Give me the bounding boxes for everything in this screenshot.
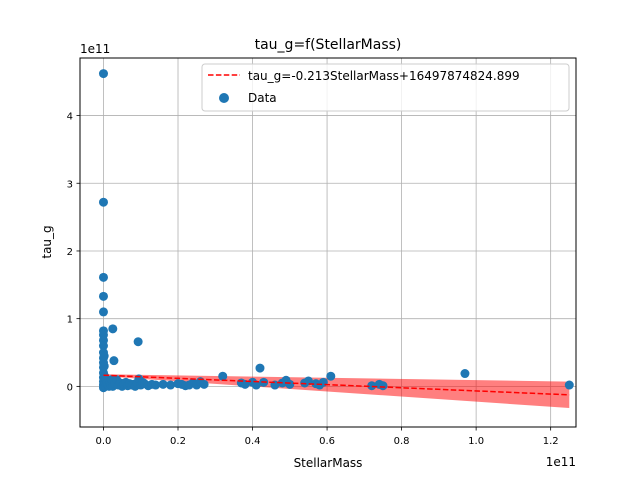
data-point — [98, 197, 108, 207]
data-points — [98, 69, 574, 393]
legend-fit-label: tau_g=-0.213StellarMass+16497874824.899 — [248, 69, 520, 83]
data-point — [255, 363, 265, 373]
data-point — [285, 379, 295, 389]
x-tick-label: 0.6 — [319, 436, 335, 447]
data-point — [133, 337, 143, 347]
data-point — [326, 371, 336, 381]
legend: tau_g=-0.213StellarMass+16497874824.899 … — [201, 63, 570, 112]
data-point — [98, 307, 108, 317]
data-point — [460, 369, 470, 379]
data-point — [166, 380, 176, 390]
data-point — [99, 351, 109, 361]
y-axis-label: tau_g — [40, 225, 54, 258]
chart-title: tau_g=f(StellarMass) — [255, 37, 402, 53]
confidence-band-area — [103, 374, 570, 409]
x-axis-label: StellarMass — [294, 456, 363, 470]
data-point — [109, 356, 119, 366]
y-tick-label: 1 — [67, 315, 73, 326]
data-point — [108, 324, 118, 334]
data-point — [218, 371, 228, 381]
x-tick-label: 1.2 — [543, 436, 559, 447]
y-tick-label: 2 — [67, 247, 73, 258]
data-point — [367, 381, 377, 391]
data-point — [98, 341, 108, 351]
confidence-band — [103, 374, 570, 409]
data-point — [318, 377, 328, 387]
data-point — [98, 291, 108, 301]
data-point — [564, 380, 574, 390]
legend-box — [201, 63, 570, 112]
legend-data-label: Data — [248, 91, 277, 105]
x-tick-label: 1.0 — [468, 436, 484, 447]
data-point — [98, 69, 108, 79]
x-tick-label: 0.2 — [170, 436, 186, 447]
x-tick-label: 0.8 — [394, 436, 410, 447]
fit-line — [103, 374, 570, 396]
data-point — [158, 379, 168, 389]
y-offset-text: 1e11 — [80, 42, 110, 56]
x-offset-text: 1e11 — [546, 455, 576, 469]
data-point — [199, 379, 209, 389]
data-point — [151, 380, 161, 390]
y-tick-label: 0 — [67, 382, 73, 393]
data-point — [98, 272, 108, 282]
x-tick-label: 0.0 — [96, 436, 112, 447]
x-axis-ticks: 0.0 0.2 0.4 0.6 0.8 1.0 1.2 — [96, 427, 559, 447]
y-axis-ticks: 0 1 2 3 4 — [67, 112, 80, 393]
data-point — [378, 381, 388, 391]
y-tick-label: 4 — [67, 112, 73, 123]
fit-line-layer — [103, 374, 570, 396]
data-point — [99, 361, 109, 371]
x-tick-label: 0.4 — [245, 436, 261, 447]
data-point — [240, 379, 250, 389]
plot-frame — [79, 57, 577, 428]
plot-area — [80, 58, 576, 427]
legend-data-swatch — [219, 93, 229, 103]
y-tick-label: 3 — [67, 179, 73, 190]
data-point — [251, 380, 261, 390]
